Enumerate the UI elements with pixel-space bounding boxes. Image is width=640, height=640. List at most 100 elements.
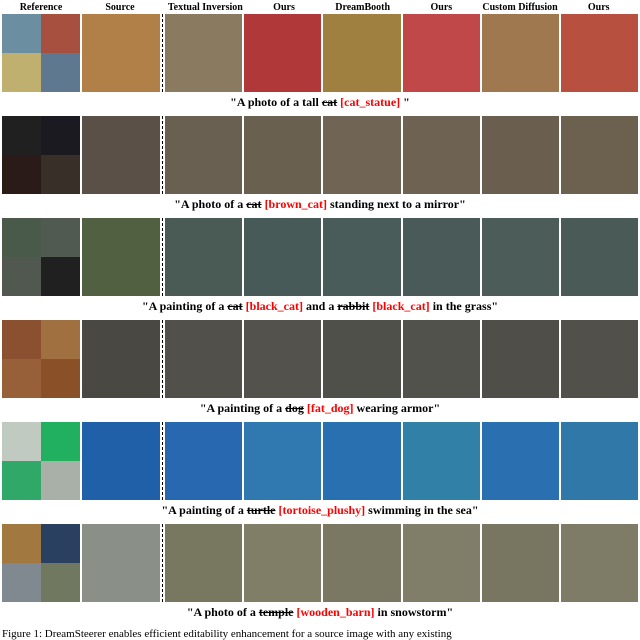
result-image <box>244 218 321 296</box>
result-image <box>165 524 242 602</box>
method-group <box>165 524 638 602</box>
result-image <box>244 524 321 602</box>
result-image <box>165 422 242 500</box>
caption-strike: temple <box>259 605 294 619</box>
result-image <box>165 14 242 92</box>
reference-block <box>2 422 80 500</box>
reference-block <box>2 218 80 296</box>
result-image <box>403 218 480 296</box>
caption-text: "A painting of a <box>161 503 246 517</box>
prompt-caption: "A painting of a dog [fat_dog] wearing a… <box>2 401 638 416</box>
reference-thumb <box>2 155 41 194</box>
divider-line <box>162 14 163 92</box>
result-image <box>482 524 559 602</box>
result-image <box>165 320 242 398</box>
reference-thumb <box>2 257 41 296</box>
caption-text: " <box>400 95 410 109</box>
result-image <box>323 218 400 296</box>
result-image <box>403 422 480 500</box>
result-image <box>323 116 400 194</box>
result-image <box>561 218 638 296</box>
reference-thumb <box>41 461 80 500</box>
divider-line <box>162 422 163 500</box>
comparison-row <box>2 320 638 398</box>
caption-token: [brown_cat] <box>262 197 327 211</box>
reference-block <box>2 524 80 602</box>
prompt-caption: "A photo of a tall cat [cat_statue] " <box>2 95 638 110</box>
result-image <box>244 116 321 194</box>
comparison-row <box>2 14 638 92</box>
result-image <box>482 14 559 92</box>
caption-token: [black_cat] <box>369 299 429 313</box>
method-group <box>165 218 638 296</box>
header-reference: Reference <box>2 2 80 13</box>
result-image <box>561 320 638 398</box>
caption-token: [black_cat] <box>243 299 303 313</box>
result-image <box>165 116 242 194</box>
caption-text: "A photo of a tall <box>230 95 322 109</box>
reference-thumb <box>2 116 41 155</box>
result-image <box>561 524 638 602</box>
reference-thumb <box>2 53 41 92</box>
reference-thumb <box>41 53 80 92</box>
result-image <box>482 218 559 296</box>
source-image <box>82 14 160 92</box>
comparison-figure: Reference Source Textual Inversion Ours … <box>0 0 640 640</box>
reference-thumb <box>2 359 41 398</box>
result-image <box>482 422 559 500</box>
caption-strike: cat <box>227 299 242 313</box>
result-image <box>561 422 638 500</box>
divider-line <box>162 320 163 398</box>
reference-thumb <box>2 320 41 359</box>
reference-thumb <box>41 257 80 296</box>
result-image <box>561 14 638 92</box>
reference-thumb <box>2 524 41 563</box>
prompt-caption: "A photo of a temple [wooden_barn] in sn… <box>2 605 638 620</box>
result-image <box>403 116 480 194</box>
source-image <box>82 218 160 296</box>
caption-text: swimming in the sea" <box>365 503 478 517</box>
prompt-caption: "A painting of a cat [black_cat] and a r… <box>2 299 638 314</box>
caption-text: "A painting of a <box>200 401 285 415</box>
header-ours-1: Ours <box>245 2 324 13</box>
result-image <box>165 218 242 296</box>
caption-text: in the grass" <box>430 299 498 313</box>
reference-block <box>2 14 80 92</box>
comparison-row <box>2 116 638 194</box>
result-image <box>323 524 400 602</box>
result-image <box>403 320 480 398</box>
prompt-caption: "A painting of a turtle [tortoise_plushy… <box>2 503 638 518</box>
source-image <box>82 422 160 500</box>
reference-thumb <box>41 14 80 53</box>
header-row: Reference Source Textual Inversion Ours … <box>2 0 638 14</box>
caption-strike: cat <box>322 95 337 109</box>
comparison-row <box>2 218 638 296</box>
comparison-row <box>2 422 638 500</box>
result-image <box>323 14 400 92</box>
result-image <box>482 116 559 194</box>
caption-strike: rabbit <box>337 299 369 313</box>
caption-token: [cat_statue] <box>337 95 400 109</box>
reference-thumb <box>41 218 80 257</box>
caption-token: [fat_dog] <box>304 401 354 415</box>
result-image <box>403 524 480 602</box>
divider-line <box>162 524 163 602</box>
result-image <box>244 14 321 92</box>
source-image <box>82 116 160 194</box>
result-image <box>244 320 321 398</box>
source-image <box>82 524 160 602</box>
reference-block <box>2 320 80 398</box>
reference-thumb <box>2 422 41 461</box>
caption-token: [wooden_barn] <box>293 605 374 619</box>
caption-strike: cat <box>246 197 261 211</box>
result-image <box>323 320 400 398</box>
caption-text: "A photo of a <box>187 605 259 619</box>
caption-strike: turtle <box>247 503 276 517</box>
reference-thumb <box>41 563 80 602</box>
method-group <box>165 14 638 92</box>
reference-block <box>2 116 80 194</box>
caption-text: standing next to a mirror" <box>327 197 466 211</box>
method-group <box>165 320 638 398</box>
reference-thumb <box>2 563 41 602</box>
figure-caption: Figure 1: DreamSteerer enables efficient… <box>2 626 638 640</box>
